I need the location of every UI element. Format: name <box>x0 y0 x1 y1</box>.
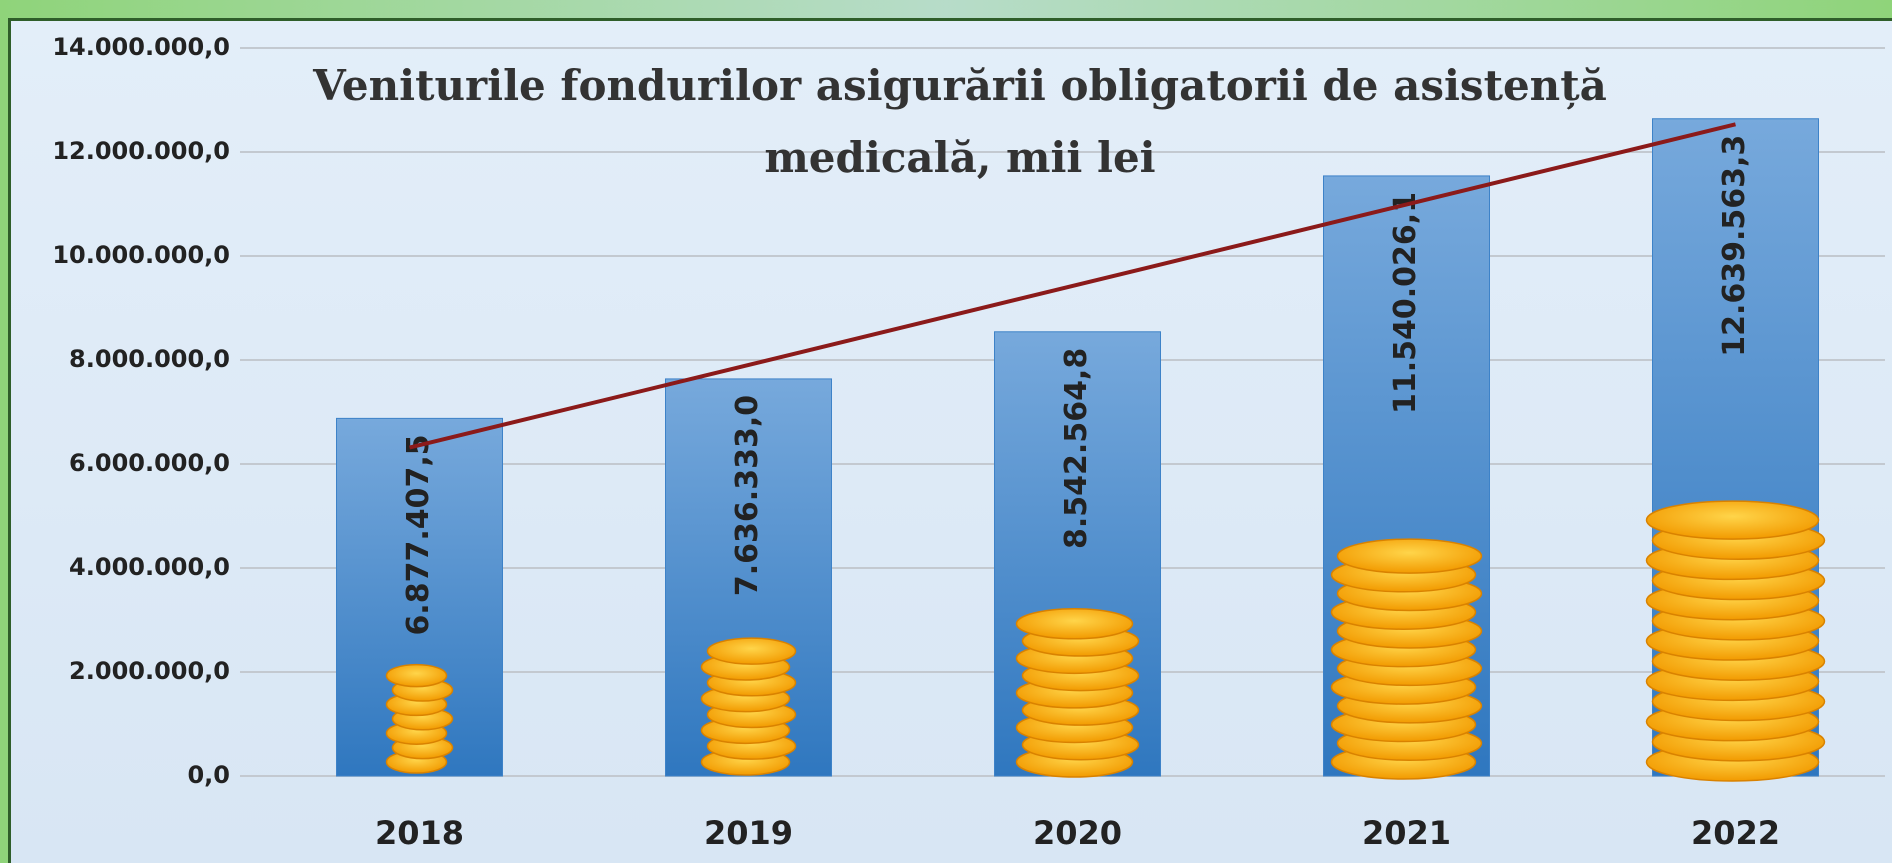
value-label: 7.636.333,0 <box>730 395 765 596</box>
value-label: 8.542.564,8 <box>1059 348 1094 549</box>
y-tick-label: 0,0 <box>187 761 230 789</box>
y-tick-label: 2.000.000,0 <box>69 657 230 685</box>
coin-stack <box>1015 608 1140 778</box>
coin <box>385 663 448 688</box>
coin <box>1645 500 1820 540</box>
x-tick-label: 2020 <box>1033 814 1122 852</box>
coin-stack <box>1330 538 1483 780</box>
y-tick-label: 14.000.000,0 <box>52 33 230 61</box>
coin <box>706 637 797 665</box>
x-tick-label: 2018 <box>375 814 464 852</box>
x-tick-label: 2019 <box>704 814 793 852</box>
coin-stack <box>1645 500 1826 782</box>
coin <box>1015 608 1134 640</box>
coin-stack <box>385 663 454 774</box>
trendline <box>409 122 1736 450</box>
coin-stack <box>700 637 797 776</box>
coin <box>1336 538 1483 574</box>
value-label: 6.877.407,5 <box>401 434 436 635</box>
y-tick-label: 10.000.000,0 <box>52 241 230 269</box>
y-tick-label: 4.000.000,0 <box>69 553 230 581</box>
x-tick-label: 2021 <box>1362 814 1451 852</box>
chart-title: Veniturile fondurilor asigurării obligat… <box>313 61 1607 182</box>
value-label: 11.540.026,1 <box>1388 192 1423 414</box>
value-label: 12.639.563,3 <box>1717 135 1752 357</box>
x-tick-label: 2022 <box>1691 814 1780 852</box>
y-tick-label: 12.000.000,0 <box>52 137 230 165</box>
y-tick-label: 8.000.000,0 <box>69 345 230 373</box>
y-tick-label: 6.000.000,0 <box>69 449 230 477</box>
chart-panel <box>8 18 1892 863</box>
